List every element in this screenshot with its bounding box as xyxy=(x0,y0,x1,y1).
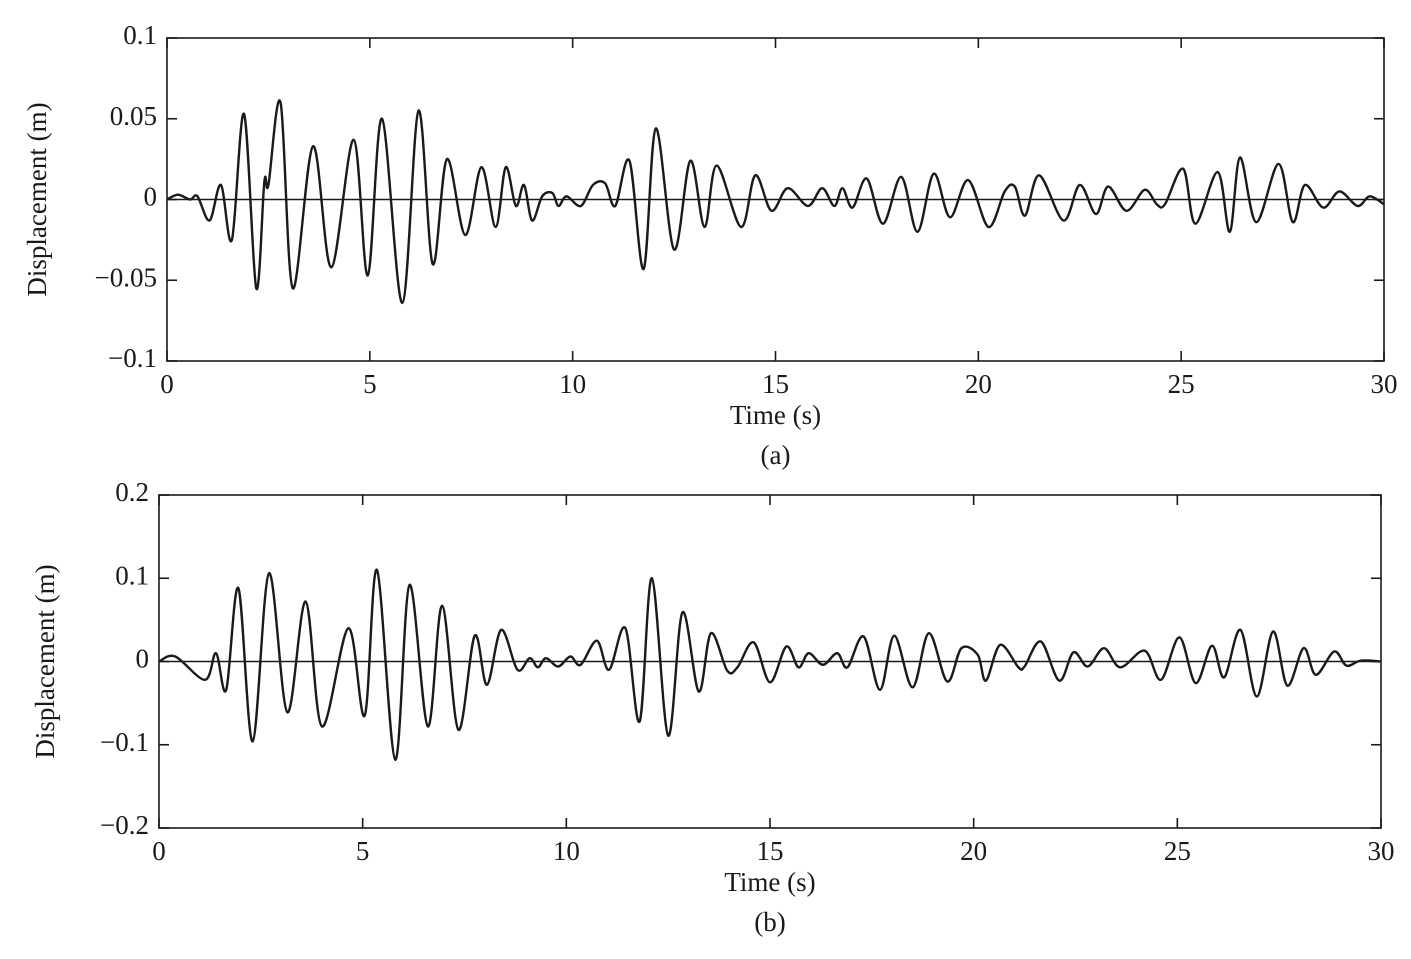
x-tick-label: 25 xyxy=(1164,836,1191,866)
caption: (b) xyxy=(754,907,785,937)
y-tick-label: 0 xyxy=(136,644,150,674)
plot-frame xyxy=(166,37,1385,362)
x-tick-label: 30 xyxy=(1371,369,1398,399)
x-tick-label: 15 xyxy=(762,369,789,399)
x-tick-label: 20 xyxy=(960,836,987,866)
x-tick-label: 10 xyxy=(553,836,580,866)
plot-frame xyxy=(158,494,1382,829)
x-tick-label: 5 xyxy=(356,836,370,866)
x-tick-label: 25 xyxy=(1168,369,1195,399)
x-tick-label: 30 xyxy=(1368,836,1395,866)
y-tick-label: 0.1 xyxy=(123,20,157,50)
data-line xyxy=(158,568,1382,761)
y-tick-label: −0.1 xyxy=(100,727,149,757)
y-tick-label: 0.2 xyxy=(115,477,149,507)
x-tick-label: 0 xyxy=(152,836,166,866)
caption: (a) xyxy=(761,440,791,470)
y-axis-label: Displacement (m) xyxy=(30,564,60,758)
y-tick-label: −0.05 xyxy=(95,262,157,292)
x-tick-label: 5 xyxy=(363,369,377,399)
data-line xyxy=(166,99,1385,305)
y-tick-label: −0.2 xyxy=(100,810,149,840)
x-axis-label: Time (s) xyxy=(730,400,821,430)
x-tick-label: 10 xyxy=(559,369,586,399)
y-axis-label: Displacement (m) xyxy=(22,102,52,296)
y-tick-label: 0.1 xyxy=(115,560,149,590)
y-tick-label: 0.05 xyxy=(110,101,157,131)
y-tick-label: 0 xyxy=(144,182,158,212)
x-axis-label: Time (s) xyxy=(724,867,815,897)
x-tick-label: 15 xyxy=(757,836,784,866)
x-tick-label: 20 xyxy=(965,369,992,399)
y-tick-label: −0.1 xyxy=(108,343,157,373)
x-tick-label: 0 xyxy=(160,369,174,399)
